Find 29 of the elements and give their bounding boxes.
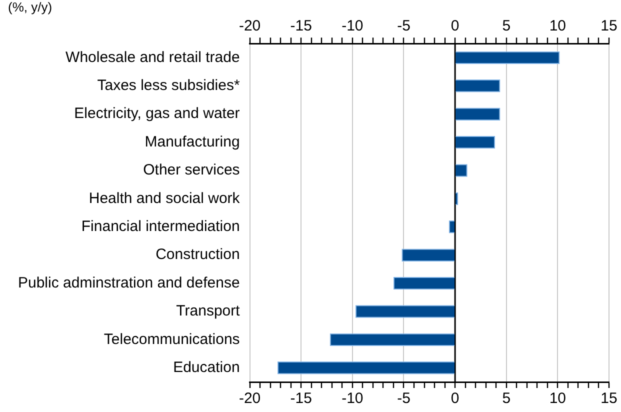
y-tick-label: Electricity, gas and water [74, 105, 240, 122]
x2-tick-label: 10 [549, 18, 566, 35]
x-tick-label: -15 [290, 390, 312, 408]
y-tick-label: Wholesale and retail trade [66, 48, 240, 66]
text: (%, y/y) [8, 0, 52, 14]
x-tick-label: 10 [549, 390, 566, 408]
x-tick-label: 5 [502, 390, 511, 408]
x-tick-label: -20 [238, 390, 261, 408]
x2-tick-label: -20 [238, 18, 261, 35]
x2-tick-label: 0 [450, 18, 460, 35]
x2-tick-label: -10 [342, 18, 364, 35]
x-tick-label: 15 [600, 390, 618, 408]
y-tick-label: Education [173, 359, 240, 376]
y-tick-label: Public adminstration and defense [18, 274, 240, 292]
x2-tick-label: -15 [290, 18, 312, 35]
y-tick-label: Other services [143, 162, 240, 179]
y-tick-label: Telecommunications [104, 330, 240, 348]
y-tick-label: Financial intermediation [81, 218, 240, 236]
x2-tick-label: 15 [600, 18, 618, 35]
x-tick-label: 0 [450, 390, 460, 408]
y-tick-label: Transport [176, 302, 241, 320]
x2-tick-label: -5 [397, 18, 410, 35]
y-tick-label: Manufacturing [144, 133, 240, 150]
y-tick-label: Health and social work [88, 190, 240, 207]
y-tick-label: Taxes less subsidies* [97, 77, 240, 94]
x2-tick-label: 5 [502, 18, 511, 35]
x-tick-label: -5 [397, 390, 410, 408]
x-tick-label: -10 [342, 390, 364, 408]
y-tick-label: Construction [156, 246, 240, 264]
